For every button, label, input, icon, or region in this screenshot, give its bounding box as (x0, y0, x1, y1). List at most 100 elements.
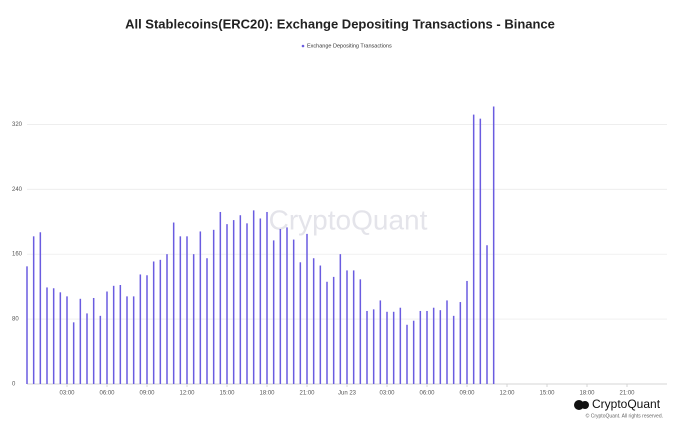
chart-title: All Stablecoins(ERC20): Exchange Deposit… (125, 16, 555, 31)
x-tick-label: 06:00 (99, 391, 115, 397)
bar (299, 262, 302, 384)
bar (486, 245, 488, 384)
bar (86, 313, 88, 384)
bar (372, 309, 375, 384)
bar (119, 285, 122, 384)
y-tick-label: 240 (12, 187, 23, 193)
bar (446, 300, 448, 384)
x-tick-label: 09:00 (459, 391, 475, 397)
bar (219, 211, 222, 384)
bar (126, 296, 128, 384)
bar (166, 254, 168, 384)
bar (312, 258, 315, 384)
bar (192, 254, 195, 384)
bar (79, 298, 82, 384)
bar (326, 281, 328, 384)
logo-icon (581, 401, 589, 409)
y-tick-label: 320 (12, 122, 23, 128)
bar (412, 320, 415, 384)
bar (392, 311, 395, 384)
bar (92, 297, 95, 384)
bar (352, 270, 355, 384)
bar (26, 266, 28, 384)
bar (252, 210, 255, 384)
x-tick-label: 18:00 (579, 391, 595, 397)
y-tick-label: 80 (12, 317, 19, 323)
bar (106, 291, 108, 384)
x-tick-label: 03:00 (379, 391, 395, 397)
bar (246, 223, 248, 384)
brand: CryptoQuant (592, 397, 661, 411)
bar (292, 239, 295, 384)
bar (239, 215, 242, 384)
bar (346, 270, 348, 384)
bar (286, 227, 288, 384)
bar (206, 258, 208, 384)
bar (432, 307, 435, 384)
x-tick-label: 21:00 (619, 391, 635, 397)
bar (306, 233, 308, 384)
bar (399, 307, 402, 384)
x-tick-label: 03:00 (59, 391, 75, 397)
bar (99, 315, 102, 384)
bar (279, 229, 282, 384)
x-tick-label: 15:00 (219, 391, 235, 397)
bar (319, 265, 322, 384)
bar (386, 311, 388, 384)
bar (419, 310, 422, 384)
bar (272, 240, 275, 384)
bar (132, 296, 135, 384)
bar (479, 118, 482, 385)
bar (39, 232, 42, 384)
logo-icon (574, 400, 584, 410)
bar (452, 315, 455, 384)
bar (232, 220, 235, 384)
bar (459, 302, 462, 384)
x-tick-label: 06:00 (419, 391, 435, 397)
bar (472, 114, 475, 384)
bar (259, 218, 262, 384)
bar (406, 324, 408, 384)
bar (159, 259, 162, 384)
y-tick-label: 160 (12, 252, 23, 258)
x-tick-label: 12:00 (179, 391, 195, 397)
copyright: © CryptoQuant. All rights reserved. (586, 412, 663, 419)
bar (152, 261, 155, 384)
bar (112, 285, 115, 384)
x-tick-label: 09:00 (139, 391, 155, 397)
bar (32, 236, 35, 384)
bar (46, 287, 48, 384)
bar (492, 106, 495, 385)
bar (332, 276, 335, 384)
x-tick-label: 18:00 (259, 391, 275, 397)
x-tick-label: 15:00 (539, 391, 555, 397)
bar (466, 280, 468, 384)
bar (179, 236, 182, 384)
bar (199, 231, 202, 384)
bar (172, 222, 175, 384)
logo: CryptoQuant (574, 397, 661, 411)
bar (226, 224, 228, 384)
bar (266, 211, 268, 384)
bar (439, 310, 442, 384)
bar (146, 275, 148, 384)
watermark: CryptoQuant (269, 204, 428, 235)
legend-label: Exchange Depositing Transactions (307, 43, 392, 49)
bar (186, 236, 188, 384)
bar (426, 310, 428, 384)
bar (139, 274, 142, 384)
bar (212, 229, 215, 384)
x-tick-label: Jun 23 (338, 391, 357, 397)
bar (339, 254, 342, 384)
bar (59, 292, 62, 384)
bar (72, 322, 75, 384)
bar (359, 279, 362, 384)
bar (52, 288, 55, 384)
x-tick-label: 12:00 (499, 391, 515, 397)
y-tick-label: 0 (12, 382, 16, 388)
x-tick-label: 21:00 (299, 391, 315, 397)
bar (66, 296, 68, 384)
legend-marker (301, 44, 305, 48)
bar (379, 300, 382, 384)
